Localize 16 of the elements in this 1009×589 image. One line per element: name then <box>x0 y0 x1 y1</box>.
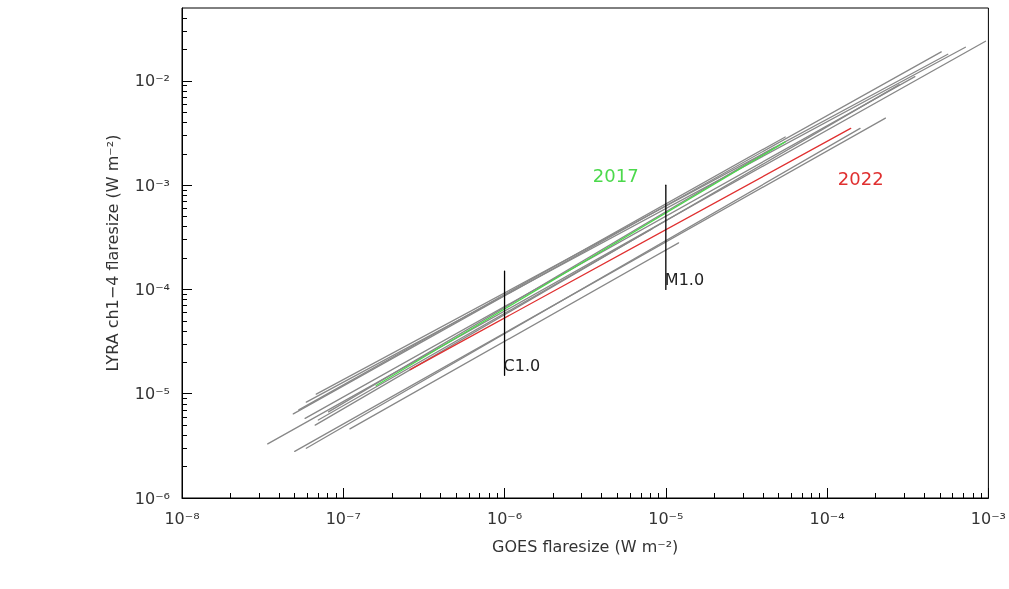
x-axis-title: GOES flaresize (W m⁻²) <box>492 536 679 556</box>
y-tick-label: 10⁻⁶ <box>134 488 170 508</box>
x-tick-label: 10⁻⁵ <box>648 508 684 528</box>
x-tick-label: 10⁻⁶ <box>486 508 523 528</box>
series-label: 2022 <box>837 167 884 189</box>
x-tick-label: 10⁻⁸ <box>164 508 200 528</box>
x-tick-label: 10⁻⁴ <box>809 508 845 528</box>
x-tick-label: 10⁻⁷ <box>325 508 361 528</box>
y-tick-label: 10⁻³ <box>134 175 170 195</box>
y-tick-label: 10⁻⁴ <box>134 279 170 299</box>
x-tick-label: 10⁻³ <box>970 508 1006 528</box>
y-tick-label: 10⁻⁵ <box>134 384 170 404</box>
series-label: M1.0 <box>664 269 705 289</box>
y-axis-title: LYRA ch1−4 flaresize (W m⁻²) <box>102 134 122 372</box>
y-tick-label: 10⁻² <box>134 71 170 91</box>
text: 2017 <box>592 165 639 187</box>
